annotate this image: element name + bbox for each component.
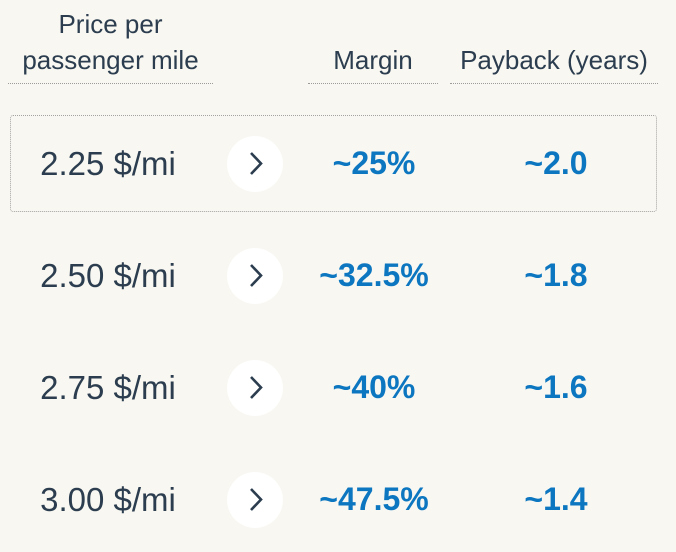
table-row: 2.50 $/mi ~32.5% ~1.8 bbox=[10, 227, 657, 324]
table-row: 3.00 $/mi ~47.5% ~1.4 bbox=[10, 451, 657, 548]
chevron-right-icon bbox=[249, 376, 263, 399]
chevron-right-button[interactable] bbox=[227, 471, 283, 528]
table-body: 2.25 $/mi ~25% ~2.0 2.50 $/mi ~ bbox=[10, 115, 657, 552]
price-header-line2: passenger mile bbox=[22, 45, 199, 75]
price-header-line1: Price per bbox=[58, 9, 163, 39]
margin-value: ~32.5% bbox=[319, 257, 429, 293]
payback-value: ~1.4 bbox=[524, 481, 588, 517]
chevron-right-button[interactable] bbox=[227, 135, 283, 192]
margin-value: ~25% bbox=[332, 145, 416, 181]
chevron-right-button[interactable] bbox=[227, 247, 283, 304]
payback-value: ~1.8 bbox=[524, 257, 588, 293]
chevron-right-icon bbox=[249, 152, 263, 175]
margin-value: ~40% bbox=[332, 369, 416, 405]
column-header-margin: Margin bbox=[308, 42, 438, 84]
price-cell: 2.50 $/mi bbox=[40, 256, 176, 294]
chevron-cell bbox=[220, 340, 290, 435]
table-row: 2.75 $/mi ~40% ~1.6 bbox=[10, 339, 657, 436]
price-cell: 2.25 $/mi bbox=[40, 144, 176, 182]
chevron-right-icon bbox=[249, 264, 263, 287]
payback-value: ~2.0 bbox=[524, 145, 588, 181]
column-header-price: Price per passenger mile bbox=[8, 6, 213, 84]
chevron-right-icon bbox=[249, 488, 263, 511]
payback-value: ~1.6 bbox=[524, 369, 588, 405]
chevron-right-button[interactable] bbox=[227, 359, 283, 416]
table-row: 2.25 $/mi ~25% ~2.0 bbox=[10, 115, 657, 212]
price-cell: 2.75 $/mi bbox=[40, 368, 176, 406]
margin-value: ~47.5% bbox=[319, 481, 429, 517]
chevron-cell bbox=[220, 228, 290, 323]
chevron-cell bbox=[220, 116, 290, 211]
column-header-payback: Payback (years) bbox=[450, 42, 658, 84]
chevron-cell bbox=[220, 452, 290, 547]
price-cell: 3.00 $/mi bbox=[40, 480, 176, 518]
